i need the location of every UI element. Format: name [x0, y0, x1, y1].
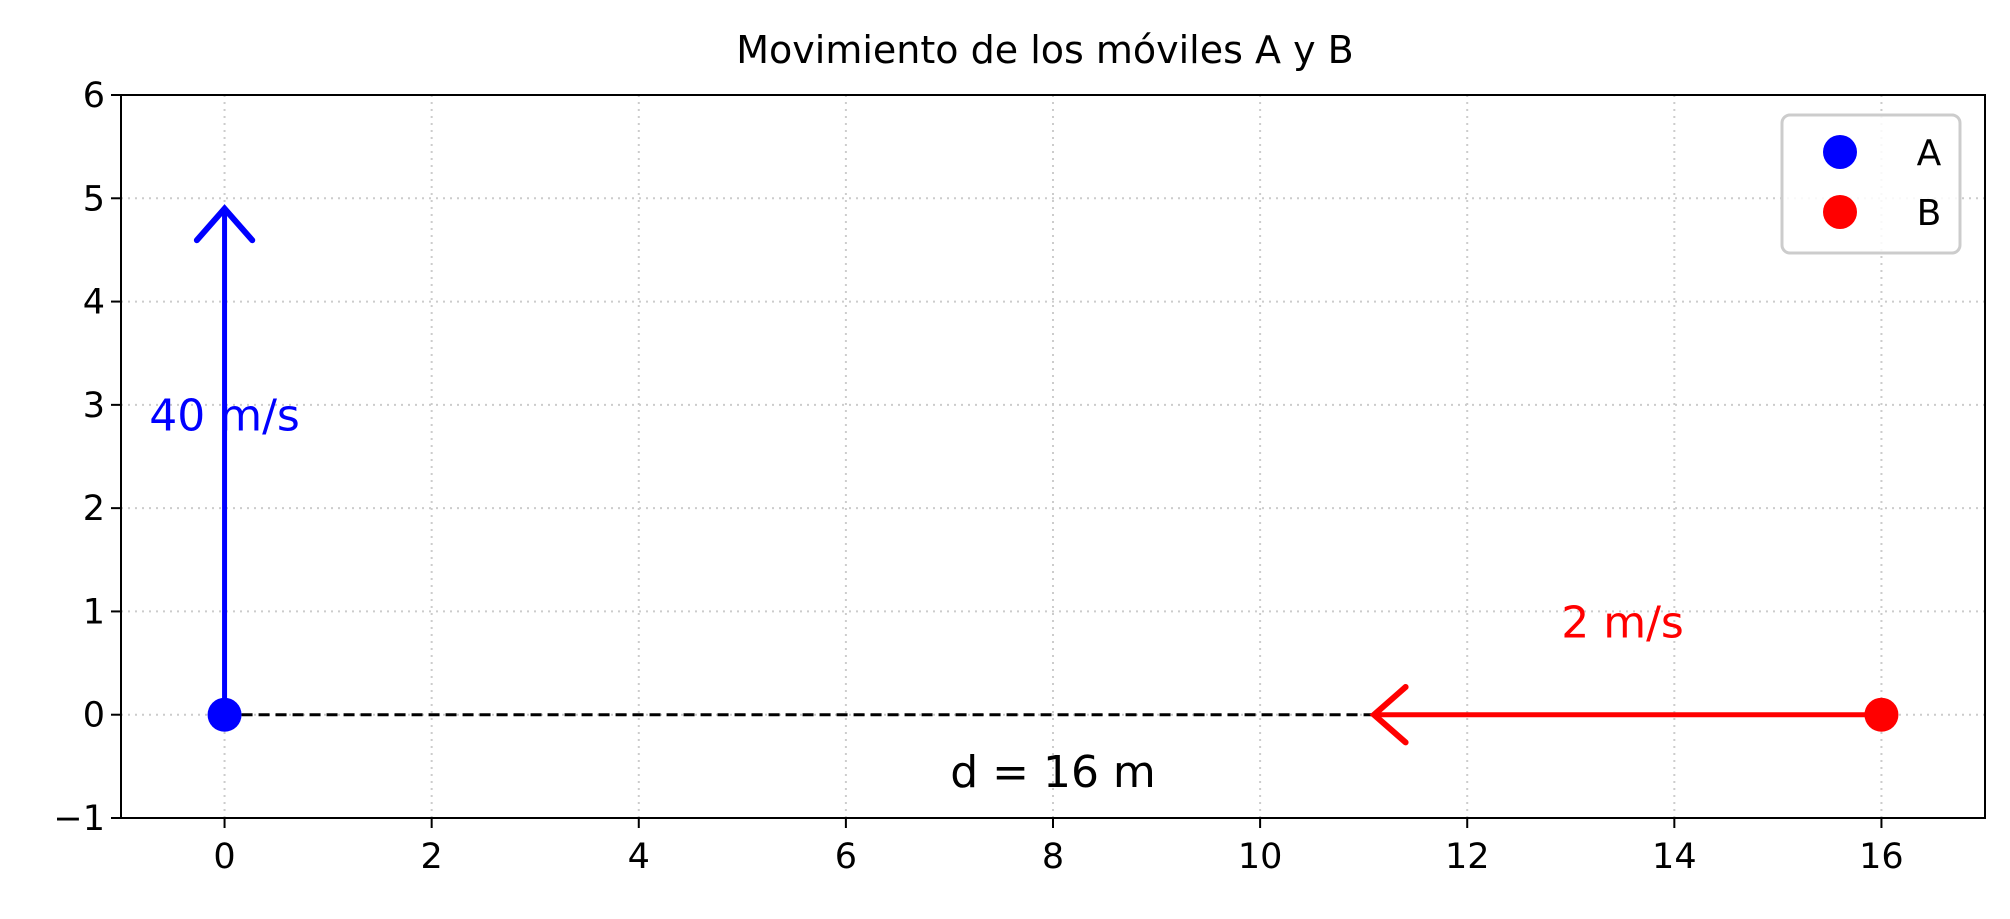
y-tick-label: 1 — [83, 592, 105, 632]
annotation: 40 m/s — [149, 391, 300, 442]
x-tick-label: 0 — [213, 837, 235, 877]
legend-marker-b — [1823, 195, 1857, 229]
x-tick-label: 14 — [1652, 837, 1697, 877]
x-tick-label: 16 — [1859, 837, 1904, 877]
arrowhead-b — [1369, 684, 1409, 746]
y-tick-label: 2 — [83, 489, 105, 529]
x-tick-label: 12 — [1445, 837, 1490, 877]
data-points — [207, 697, 1899, 732]
annotations: 40 m/s 2 m/s d = 16 m — [149, 391, 1684, 798]
y-tick-label: 5 — [83, 179, 105, 219]
x-tick-label: 4 — [628, 837, 650, 877]
y-tick-label: −1 — [53, 799, 105, 839]
arrowhead-a — [193, 204, 256, 244]
point-b — [1864, 697, 1899, 732]
y-tick-label: 3 — [83, 386, 105, 426]
y-tick-label: 4 — [83, 283, 105, 323]
annotation: d = 16 m — [950, 747, 1156, 798]
legend: AB — [1780, 113, 1962, 255]
y-tick-label: 0 — [83, 696, 105, 736]
x-tick-label: 2 — [421, 837, 443, 877]
annotation: 2 m/s — [1561, 597, 1684, 648]
plot-lines — [193, 204, 1882, 746]
point-a — [207, 697, 242, 732]
chart-title: Movimiento de los móviles A y B — [736, 28, 1353, 72]
x-tick-label: 6 — [835, 837, 857, 877]
legend-label-a: A — [1917, 133, 1942, 174]
legend-label-b: B — [1917, 193, 1942, 234]
y-tick-label: 6 — [83, 76, 105, 116]
x-tick-label: 8 — [1042, 837, 1064, 877]
legend-marker-a — [1823, 135, 1857, 169]
x-tick-label: 10 — [1238, 837, 1283, 877]
